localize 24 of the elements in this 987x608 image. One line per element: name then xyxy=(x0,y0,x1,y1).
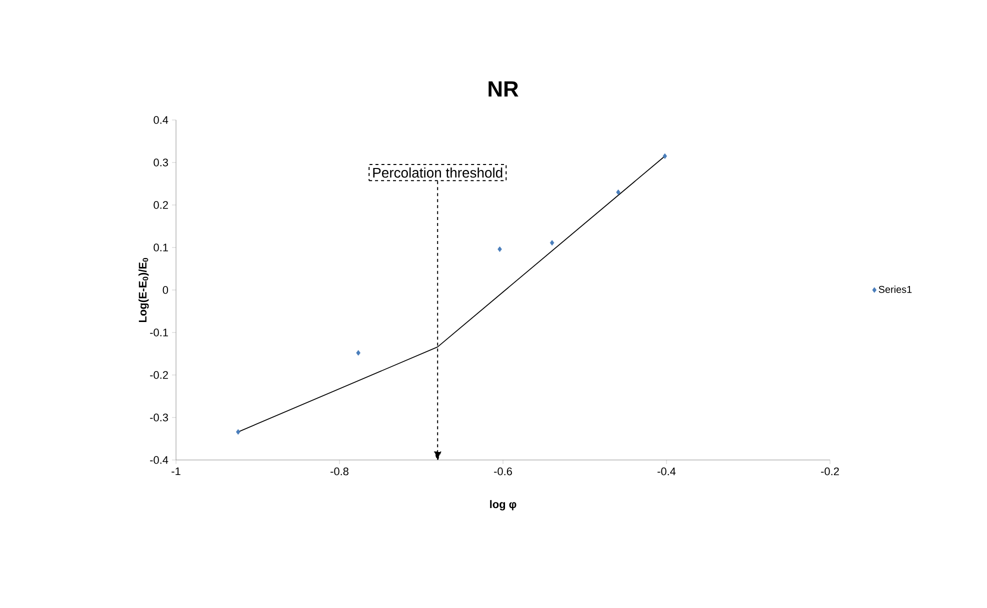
x-tick-label: -1 xyxy=(172,468,180,476)
y-tick-label: 0.3 xyxy=(154,158,168,166)
y-tick-label: -0.1 xyxy=(150,328,168,336)
chart-title: NR xyxy=(488,81,518,96)
y-tick-label: 0.4 xyxy=(154,116,168,124)
y-tick-label: -0.3 xyxy=(150,414,168,422)
y-tick-label: -0.2 xyxy=(150,371,168,379)
x-tick-label: -0.6 xyxy=(494,468,512,476)
y-axis-title: Log(E-E$_{0}$)/E$_{0}$ xyxy=(138,258,149,322)
y-tick-label: -0.4 xyxy=(150,456,168,464)
point xyxy=(498,246,502,252)
point xyxy=(356,350,360,356)
point xyxy=(236,429,240,435)
point xyxy=(550,240,554,246)
ref-line-label: Percolation threshold xyxy=(373,167,502,178)
y-tick-label: 0.1 xyxy=(154,244,168,252)
x-tick-label: -0.8 xyxy=(330,468,348,476)
point xyxy=(662,153,668,159)
y-tick-label: 0 xyxy=(162,286,168,294)
x-tick-label: -0.2 xyxy=(821,468,839,476)
legend-label: Series1 xyxy=(878,286,912,293)
x-axis-title: log φ xyxy=(490,500,516,510)
y-tick-label: 0.2 xyxy=(154,201,168,209)
x-tick-label: -0.4 xyxy=(658,468,676,476)
